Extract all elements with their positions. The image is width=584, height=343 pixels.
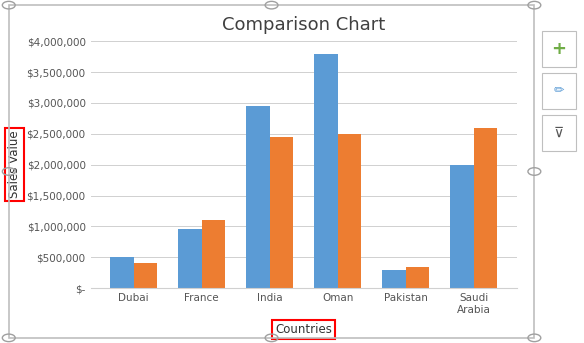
Bar bbox=[338, 134, 361, 288]
Text: ⊽: ⊽ bbox=[554, 126, 564, 140]
Y-axis label: Sales Value: Sales Value bbox=[8, 131, 21, 199]
Bar bbox=[474, 128, 498, 288]
X-axis label: Countries: Countries bbox=[275, 323, 332, 336]
Bar bbox=[178, 229, 201, 288]
Bar bbox=[382, 270, 406, 288]
Bar bbox=[201, 220, 225, 288]
Bar bbox=[134, 263, 158, 288]
Bar bbox=[406, 267, 429, 288]
Bar bbox=[314, 54, 338, 288]
Text: +: + bbox=[551, 40, 566, 58]
Bar bbox=[450, 165, 474, 288]
Bar bbox=[246, 106, 270, 288]
Bar bbox=[270, 137, 294, 288]
Title: Comparison Chart: Comparison Chart bbox=[222, 16, 385, 34]
Bar bbox=[110, 257, 134, 288]
Text: ✏: ✏ bbox=[554, 85, 564, 97]
